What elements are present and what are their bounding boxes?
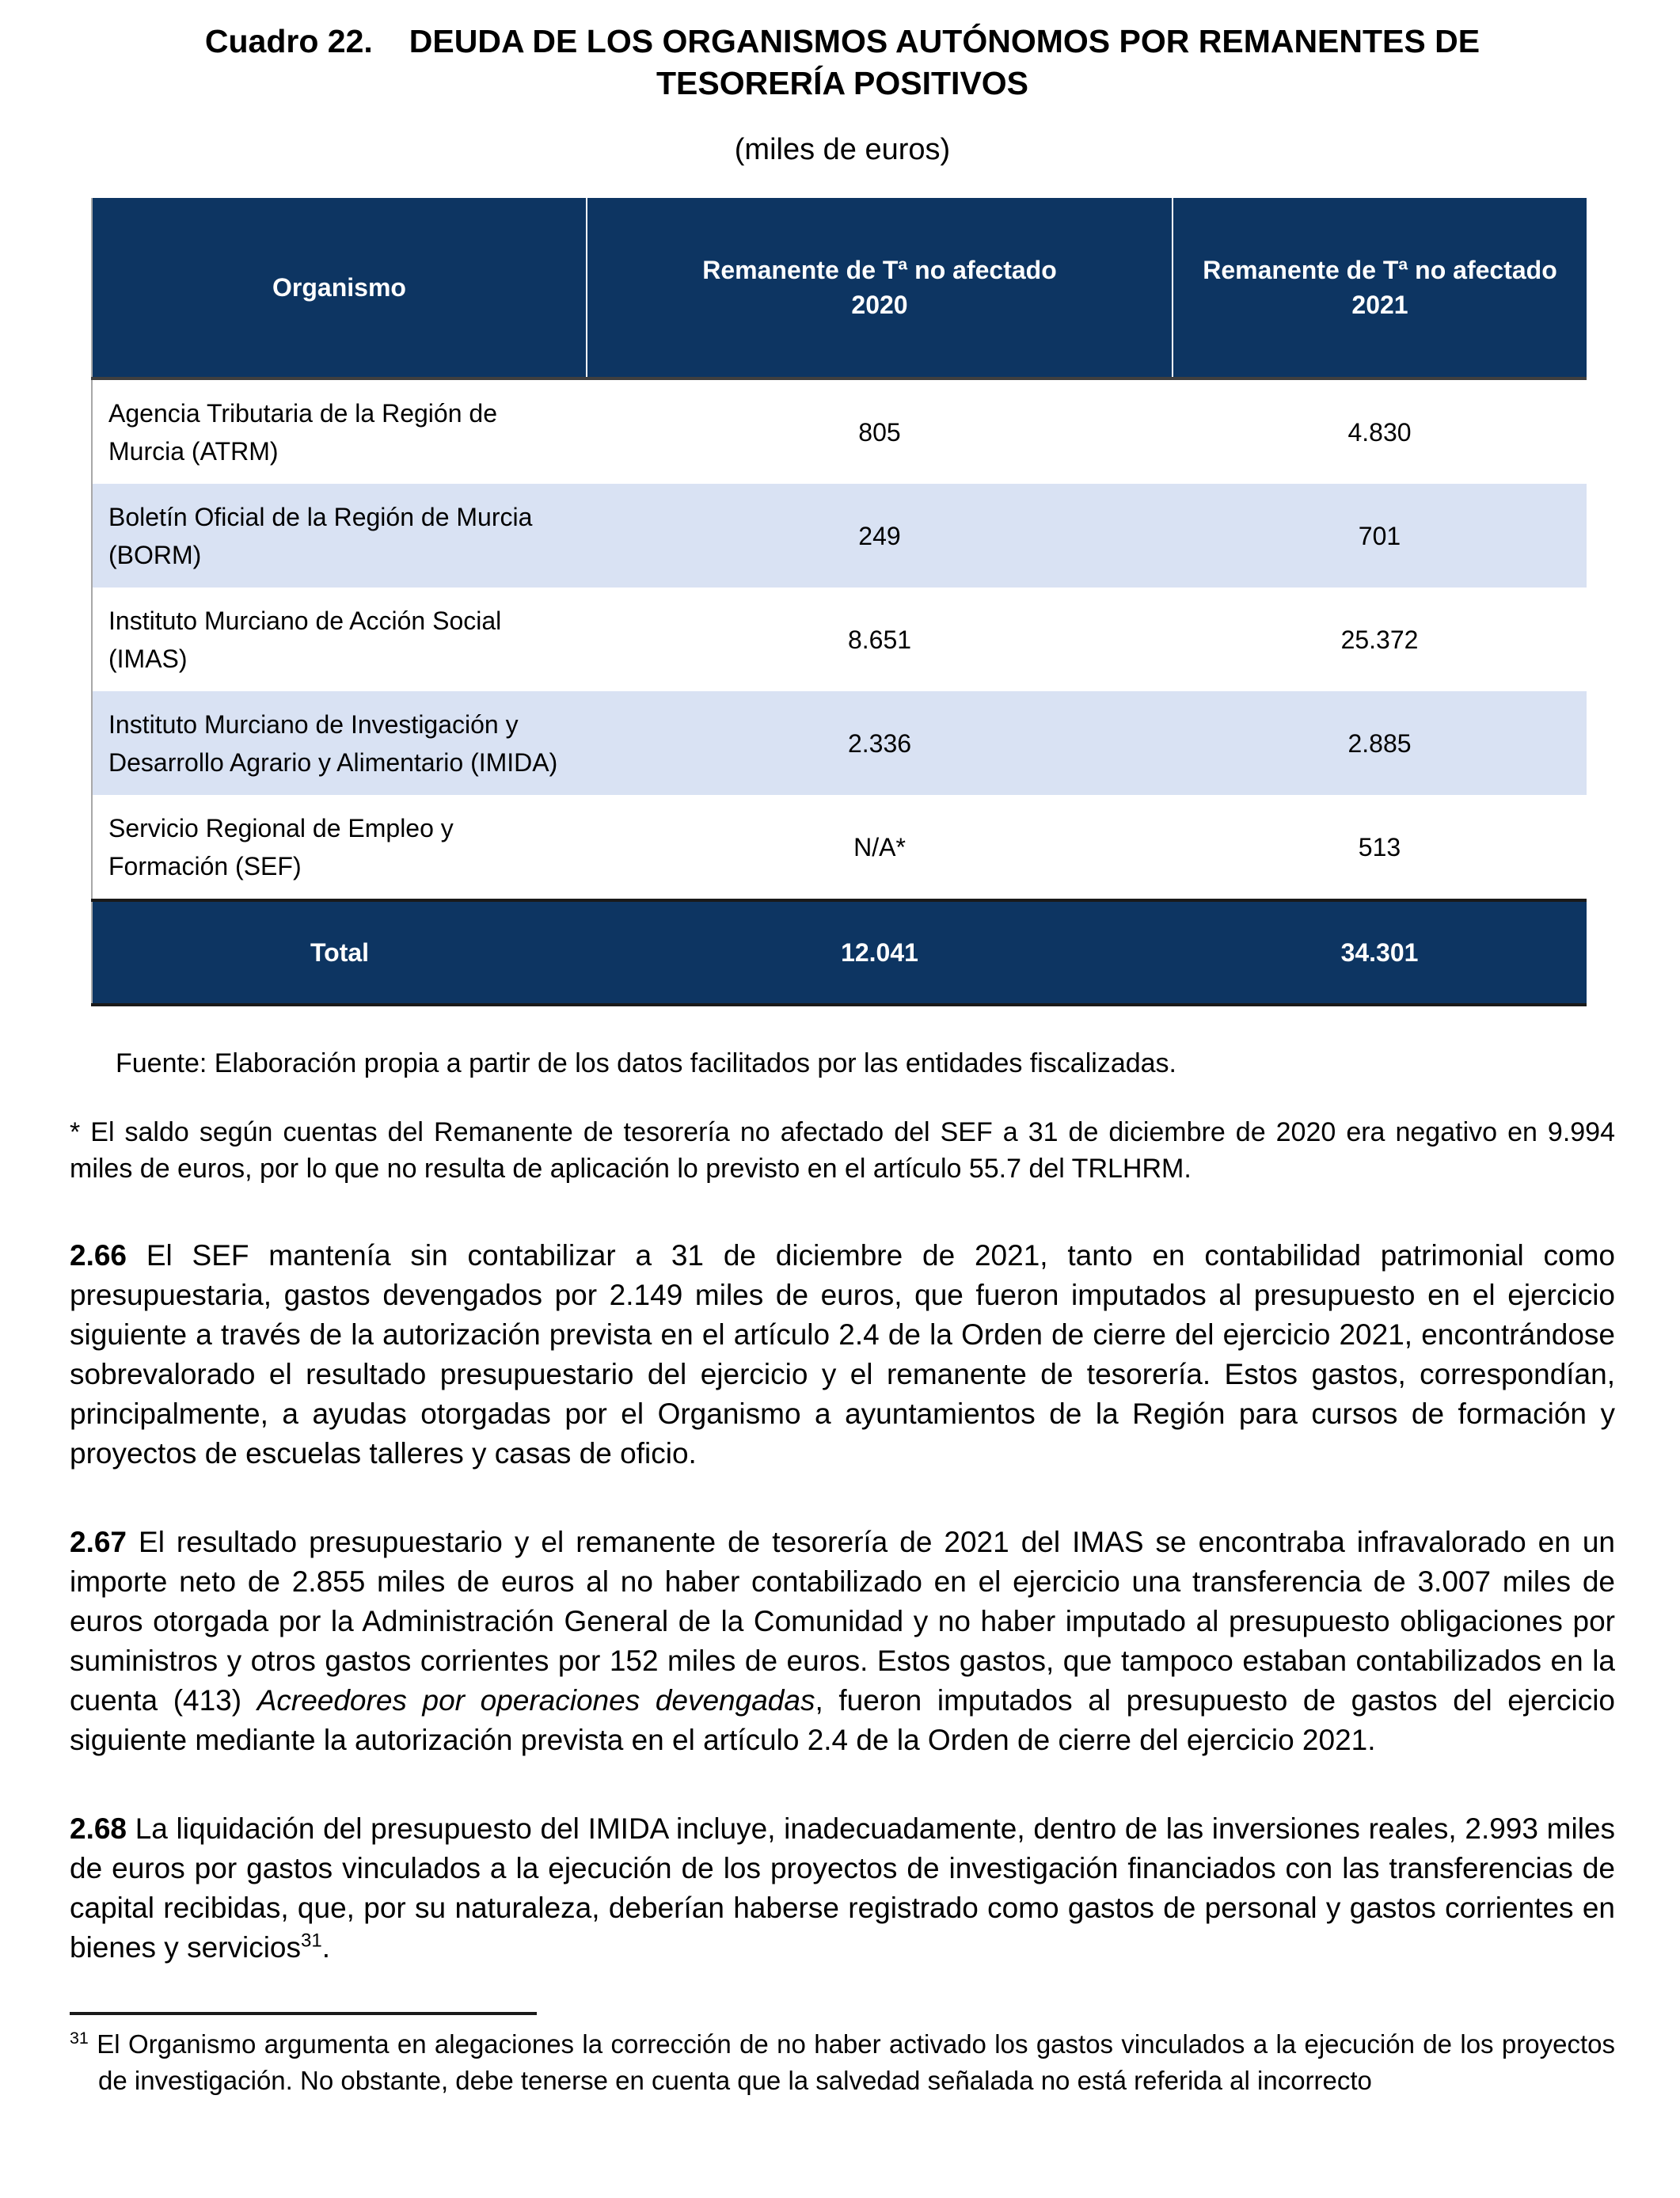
value-2020: N/A* [853,832,906,861]
table-row-imas: Instituto Murciano de Acción Social (IMA… [92,588,1587,691]
org-name: Instituto Murciano de Acción Social (IMA… [108,606,502,673]
table-row-borm: Boletín Oficial de la Región de Murcia (… [92,484,1587,588]
debt-table: Organismo Remanente de Tª no afectado 20… [91,198,1587,1006]
total-2020: 12.041 [587,899,1173,1006]
asterisk-footnote: * El saldo según cuentas del Remanente d… [70,1117,1615,1184]
units-subtitle: (miles de euros) [734,133,951,166]
org-name: Boletín Oficial de la Región de Murcia (… [108,502,533,569]
header-row: Organismo Remanente de Tª no afectado 20… [92,198,1587,380]
org-name: Instituto Murciano de Investigación y De… [108,709,558,777]
total-row: Total 12.041 34.301 [92,899,1587,1006]
debt-table-body: Agencia Tributaria de la Región de Murci… [92,378,1587,900]
debt-table-header: Organismo Remanente de Tª no afectado 20… [92,198,1587,380]
table-caption: Cuadro 22. DEUDA DE LOS ORGANISMOS AUTÓNO… [70,21,1615,105]
value-2021: 2.885 [1347,728,1412,758]
footnote-31: 31 El Organismo argumenta en alegaciones… [70,2029,1615,2095]
paragraph-2-68: 2.68 La liquidación del presupuesto del … [70,1812,1615,1964]
table-caption-number: Cuadro 22. [204,23,373,59]
paragraph-2-66: 2.66 El SEF mantenía sin contabilizar a … [70,1239,1615,1470]
table-row-sef: Servicio Regional de Empleo y Formación … [92,795,1587,900]
debt-table-footer: Total 12.041 34.301 [92,899,1587,1006]
column-header-organismo: Organismo [92,198,587,380]
value-2021: 701 [1358,521,1401,550]
org-name: Agencia Tributaria de la Región de Murci… [108,398,497,466]
value-2020: 249 [858,521,901,550]
value-2020: 805 [858,417,901,447]
org-name: Servicio Regional de Empleo y Formación … [108,813,454,880]
value-2021: 25.372 [1340,625,1419,654]
value-2020: 2.336 [847,728,912,758]
total-2021: 34.301 [1173,899,1587,1006]
value-2021: 4.830 [1347,417,1412,447]
value-2021: 513 [1358,832,1401,861]
column-header-remanente-2021: Remanente de Tª no afectado 2021 [1172,198,1587,380]
column-header-remanente-2020: Remanente de Tª no afectado 2020 [586,198,1173,380]
source-note: Fuente: Elaboración propia a partir de l… [116,1048,1176,1078]
table-row-imida: Instituto Murciano de Investigación y De… [92,691,1587,795]
footnote-separator [70,2012,537,2015]
table-row-atrm: Agencia Tributaria de la Región de Murci… [92,378,1587,484]
total-label: Total [92,899,587,1006]
table-caption-title: DEUDA DE LOS ORGANISMOS AUTÓNOMOS POR RE… [409,23,1480,101]
paragraph-2-67: 2.67 El resultado presupuestario y el re… [70,1526,1615,1756]
value-2020: 8.651 [847,625,912,654]
